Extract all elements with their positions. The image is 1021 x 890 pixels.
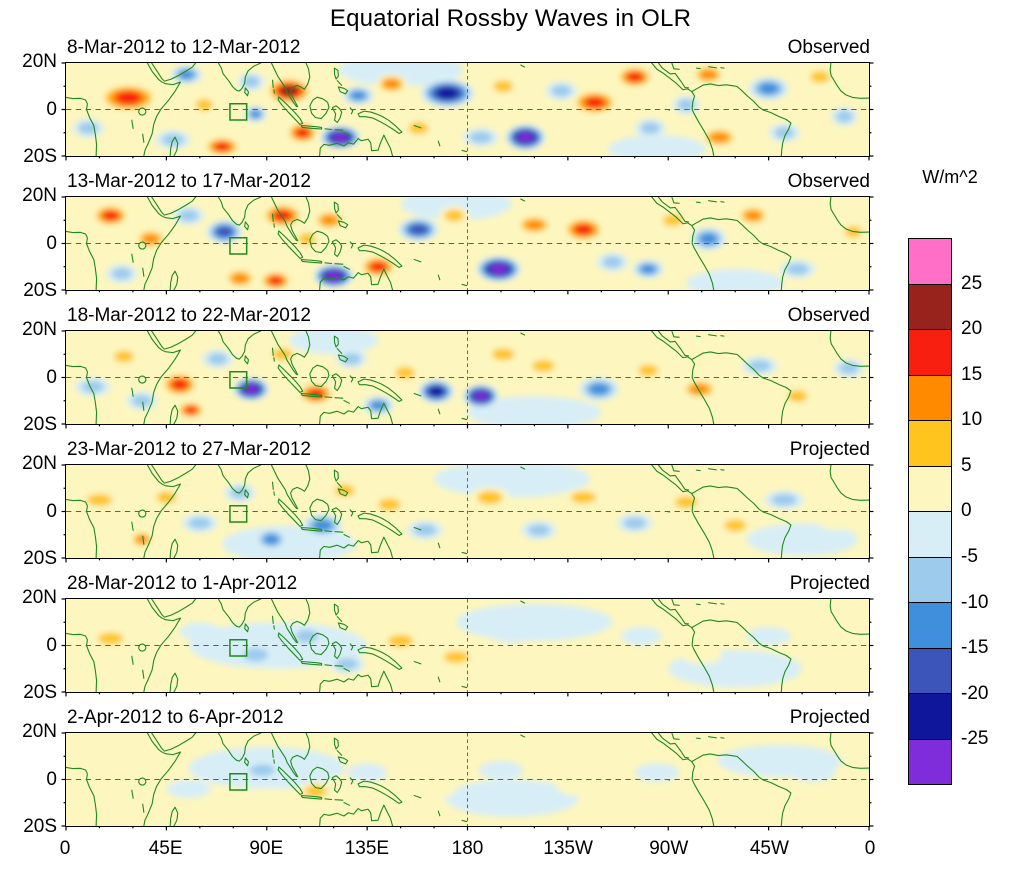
colorbar-cell <box>909 466 951 512</box>
map-frame <box>65 330 870 425</box>
y-axis-label: 20N <box>22 453 57 474</box>
x-axis-label: 90W <box>649 838 689 859</box>
colorbar-tick-label: 0 <box>961 500 972 522</box>
colorbar-cell <box>909 694 951 740</box>
panel-status-label: Observed <box>787 37 870 58</box>
panel-date-range: 2-Apr-2012 to 6-Apr-2012 <box>67 707 284 728</box>
colorbar-tick-label: 10 <box>961 409 983 431</box>
highlight-region-box <box>230 774 247 790</box>
y-axis-label: 20S <box>23 682 57 703</box>
colorbar-tick-label: 15 <box>961 363 983 385</box>
colorbar-cell <box>909 284 951 330</box>
y-axis-label: 20S <box>23 816 57 837</box>
map-frame <box>65 196 870 291</box>
colorbar-cell <box>909 421 951 467</box>
colorbar-cell <box>909 512 951 558</box>
contour-map <box>66 599 869 692</box>
y-axis-label: 20S <box>23 414 57 435</box>
y-axis-label: 20N <box>22 587 57 608</box>
x-axis-label: 180 <box>451 838 484 859</box>
axis-ticks <box>62 63 874 160</box>
colorbar-cell <box>909 648 951 694</box>
coastlines <box>66 197 869 290</box>
y-axis-label: 20N <box>22 319 57 340</box>
x-axis-label: 45E <box>148 838 183 859</box>
axis-ticks <box>62 465 874 562</box>
colorbar-tick-label: -20 <box>961 682 989 704</box>
map-frame <box>65 464 870 559</box>
axis-ticks <box>62 331 874 428</box>
coastlines <box>66 599 869 692</box>
x-axis-label: 0 <box>864 838 876 859</box>
y-axis-label: 0 <box>46 500 57 522</box>
x-axis-label: 90E <box>249 838 284 859</box>
coastlines <box>66 465 869 558</box>
colorbar-units-label: W/m^2 <box>922 167 978 187</box>
axis-ticks <box>62 733 874 830</box>
colorbar-cell <box>909 239 951 285</box>
colorbar-cell <box>909 739 951 784</box>
y-axis-label: 0 <box>46 366 57 388</box>
panel-status-label: Projected <box>789 439 870 460</box>
panel-date-range: 28-Mar-2012 to 1-Apr-2012 <box>67 573 298 594</box>
panel-date-range: 18-Mar-2012 to 22-Mar-2012 <box>67 305 311 326</box>
highlight-region-box <box>230 104 247 120</box>
contour-map <box>66 733 869 826</box>
y-axis-label: 20S <box>23 146 57 167</box>
contour-map <box>66 465 869 558</box>
highlight-region-box <box>230 640 247 656</box>
y-axis-label: 0 <box>46 232 57 254</box>
colorbar-cell <box>909 330 951 376</box>
axis-ticks <box>62 197 874 294</box>
map-frame <box>65 732 870 827</box>
colorbar <box>908 238 952 785</box>
y-axis-label: 20S <box>23 548 57 569</box>
x-axis-label: 135E <box>344 838 390 859</box>
colorbar-cell <box>909 375 951 421</box>
highlight-region-box <box>230 506 247 522</box>
chart-title: Equatorial Rossby Waves in OLR <box>329 5 692 32</box>
colorbar-tick-label: 20 <box>961 318 983 340</box>
panel-status-label: Projected <box>789 573 870 594</box>
colorbar-tick-label: 5 <box>961 454 972 476</box>
panel-status-label: Observed <box>787 171 870 192</box>
contour-map <box>66 331 869 424</box>
y-axis-label: 20N <box>22 185 57 206</box>
axis-ticks <box>62 599 874 696</box>
colorbar-cell <box>909 557 951 603</box>
panel-date-range: 23-Mar-2012 to 27-Mar-2012 <box>67 439 311 460</box>
x-axis-label: 135W <box>543 838 593 859</box>
map-frame <box>65 62 870 157</box>
colorbar-tick-label: 25 <box>961 272 983 294</box>
colorbar-tick-label: -15 <box>961 637 989 659</box>
panel-status-label: Projected <box>789 707 870 728</box>
colorbar-tick-label: -10 <box>961 591 989 613</box>
x-axis-label: 0 <box>59 838 71 859</box>
x-axis-label: 45W <box>749 838 789 859</box>
panel-date-range: 8-Mar-2012 to 12-Mar-2012 <box>67 37 301 58</box>
map-frame <box>65 598 870 693</box>
y-axis-label: 20N <box>22 721 57 742</box>
y-axis-label: 20N <box>22 51 57 72</box>
y-axis-label: 0 <box>46 768 57 790</box>
highlight-region-box <box>230 372 247 388</box>
contour-map <box>66 63 869 156</box>
y-axis-label: 0 <box>46 634 57 656</box>
coastlines <box>66 63 869 156</box>
highlight-region-box <box>230 238 247 254</box>
panel-status-label: Observed <box>787 305 870 326</box>
y-axis-label: 20S <box>23 280 57 301</box>
colorbar-tick-label: -5 <box>961 546 978 568</box>
panel-date-range: 13-Mar-2012 to 17-Mar-2012 <box>67 171 311 192</box>
colorbar-tick-label: -25 <box>961 728 989 750</box>
contour-map <box>66 197 869 290</box>
colorbar-cell <box>909 603 951 649</box>
y-axis-label: 0 <box>46 98 57 120</box>
